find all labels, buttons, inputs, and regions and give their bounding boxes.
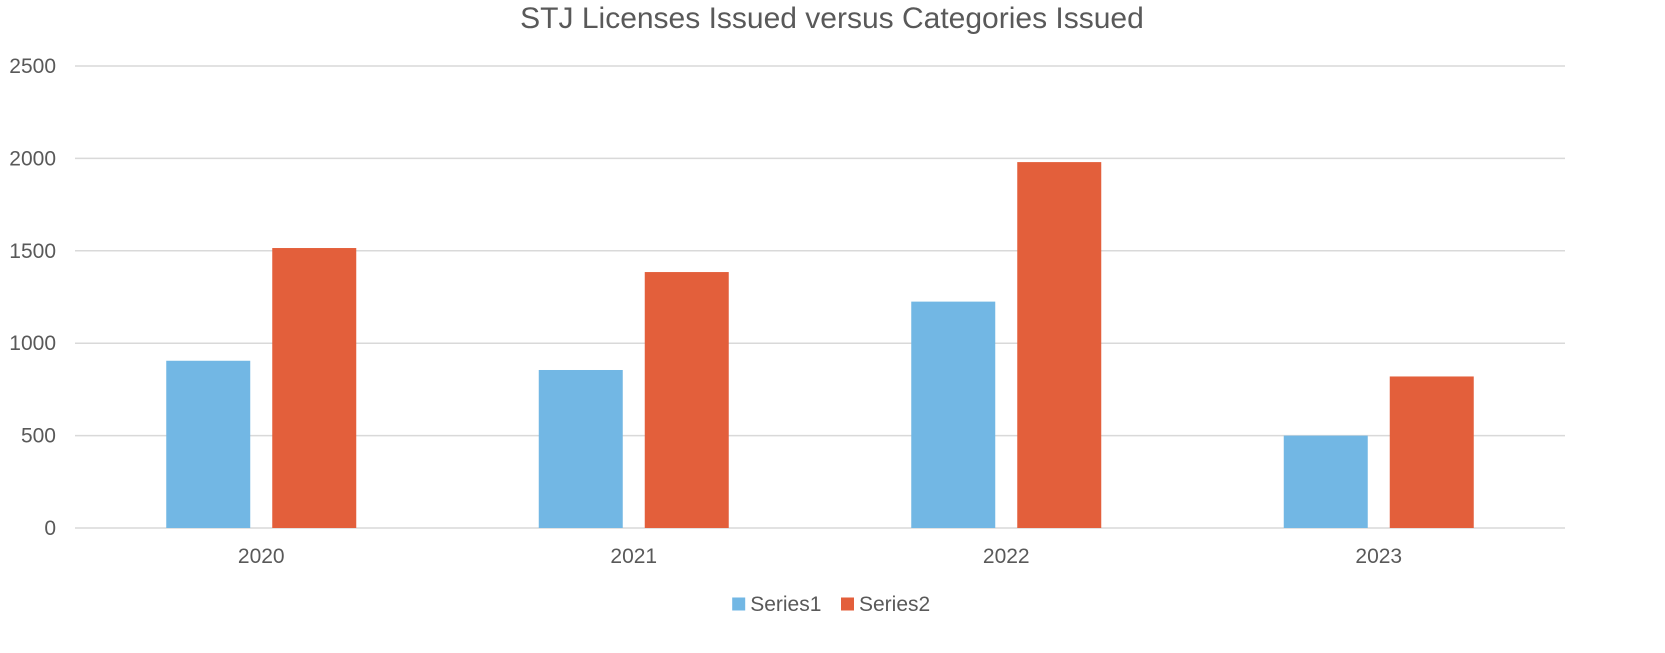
- x-axis-ticks: 2020 2021 2022 2023: [238, 545, 1402, 568]
- legend-swatch-series1: [732, 597, 746, 611]
- bar-series1-2023: [1283, 435, 1368, 528]
- x-tick-label: 2021: [610, 545, 657, 568]
- y-tick-label: 0: [44, 517, 56, 540]
- bars: [166, 162, 1474, 528]
- bar-series1-2021: [538, 369, 623, 528]
- bar-series2-2023: [1389, 376, 1474, 528]
- y-axis-ticks: 0 500 1000 1500 2000 2500: [9, 55, 56, 540]
- y-tick-label: 2500: [9, 55, 56, 78]
- bar-series2-2020: [272, 248, 357, 528]
- legend-label-series1: Series1: [750, 593, 821, 616]
- chart-title: STJ Licenses Issued versus Categories Is…: [520, 2, 1144, 35]
- bar-series2-2021: [644, 272, 729, 528]
- y-tick-label: 2000: [9, 147, 56, 170]
- x-tick-label: 2020: [238, 545, 285, 568]
- bar-series2-2022: [1017, 162, 1102, 528]
- legend-swatch-series2: [841, 597, 854, 611]
- y-tick-label: 1500: [9, 240, 56, 263]
- x-tick-label: 2023: [1355, 545, 1402, 568]
- y-tick-label: 500: [21, 425, 56, 448]
- x-tick-label: 2022: [983, 545, 1030, 568]
- legend: Series1 Series2: [732, 593, 930, 616]
- legend-label-series2: Series2: [859, 593, 930, 616]
- bar-series1-2022: [911, 301, 996, 528]
- y-tick-label: 1000: [9, 332, 56, 355]
- bar-series1-2020: [166, 360, 251, 528]
